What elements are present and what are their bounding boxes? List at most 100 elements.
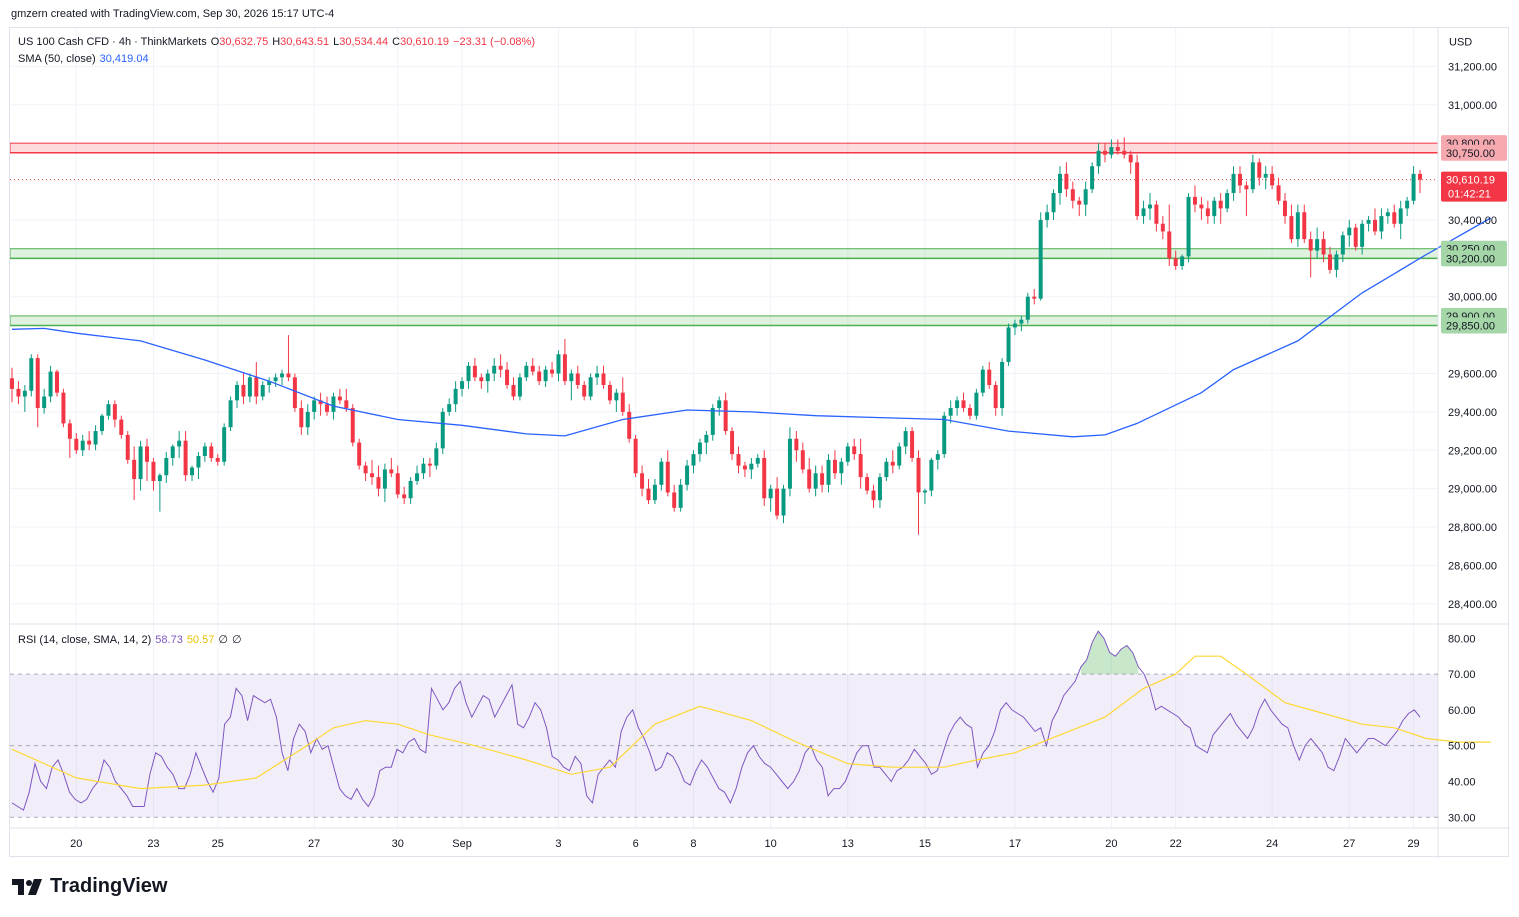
candle-body bbox=[1109, 147, 1114, 155]
candle-body bbox=[1192, 196, 1197, 205]
candle-body bbox=[292, 377, 297, 409]
last-price-tag bbox=[1441, 171, 1507, 202]
candle-body bbox=[67, 423, 72, 439]
candle-body bbox=[485, 373, 490, 382]
candle-body bbox=[1212, 200, 1217, 217]
candle-body bbox=[1173, 258, 1178, 266]
candle-body bbox=[659, 461, 664, 485]
rsi-legend: RSI (14, close, SMA, 14, 2) 58.73 50.57 ∅ ∅ bbox=[18, 633, 246, 646]
candle-body bbox=[1289, 216, 1294, 240]
candle-body bbox=[119, 419, 124, 435]
price-tick-label: 29,200.00 bbox=[1448, 445, 1497, 457]
candle-body bbox=[1360, 223, 1365, 247]
candle-body bbox=[1392, 212, 1397, 224]
candle-body bbox=[897, 446, 902, 466]
candle-body bbox=[691, 454, 696, 466]
candle-body bbox=[286, 373, 291, 378]
candle-body bbox=[331, 396, 336, 412]
candle-body bbox=[228, 400, 233, 428]
candle-body bbox=[517, 377, 522, 397]
rsi-extra-2: ∅ bbox=[231, 634, 242, 646]
candle-body bbox=[460, 381, 465, 389]
candle-body bbox=[132, 459, 137, 480]
rsi-sma-value: 50.57 bbox=[186, 634, 215, 646]
candle-body bbox=[1025, 296, 1030, 320]
candle-body bbox=[170, 446, 175, 458]
time-tick-label: 8 bbox=[690, 838, 696, 850]
candle-body bbox=[1340, 235, 1345, 255]
candle-body bbox=[807, 469, 812, 489]
candle-body bbox=[1373, 219, 1377, 232]
candle-body bbox=[1057, 173, 1062, 194]
candle-body bbox=[704, 434, 709, 443]
candle-body bbox=[1418, 173, 1422, 180]
candle-body bbox=[447, 404, 452, 412]
candle-body bbox=[1321, 239, 1326, 255]
candle-body bbox=[151, 461, 156, 481]
time-tick-label: 22 bbox=[1170, 838, 1182, 850]
tradingview-logo-icon bbox=[12, 878, 42, 895]
candle-body bbox=[1411, 173, 1416, 201]
time-tick-label: 17 bbox=[1009, 838, 1021, 850]
candle-body bbox=[858, 454, 863, 478]
candle-body bbox=[685, 465, 690, 485]
candle-body bbox=[877, 477, 882, 501]
open-label: O bbox=[210, 36, 220, 48]
ohlc-legend: US 100 Cash CFD · 4h · ThinkMarkets O30,6… bbox=[18, 36, 539, 48]
candle-body bbox=[697, 442, 702, 455]
tradingview-logo: TradingView bbox=[12, 875, 167, 898]
candle-body bbox=[910, 431, 915, 458]
candle-body bbox=[736, 454, 741, 466]
rsi-sma-line bbox=[11, 655, 1491, 790]
candle-body bbox=[1077, 200, 1082, 205]
rsi-tick-label: 50.00 bbox=[1448, 741, 1476, 753]
candle-body bbox=[177, 440, 182, 447]
candle-body bbox=[389, 469, 394, 474]
candle-body bbox=[980, 369, 985, 393]
candle-body bbox=[922, 490, 927, 493]
candle-body bbox=[1225, 193, 1230, 209]
currency-label: USD bbox=[1449, 36, 1472, 48]
candle-body bbox=[1064, 173, 1069, 190]
time-tick-label: 29 bbox=[1407, 838, 1419, 850]
candle-body bbox=[1147, 204, 1152, 209]
candle-body bbox=[1250, 162, 1255, 190]
candle-body bbox=[1167, 231, 1172, 259]
candle-body bbox=[74, 438, 79, 451]
candle-body bbox=[1122, 150, 1127, 155]
rsi-label: RSI (14, close, SMA, 14, 2) bbox=[18, 634, 152, 646]
price-tick-label: 31,200.00 bbox=[1448, 61, 1497, 73]
zone-0 bbox=[10, 142, 1439, 154]
candle-body bbox=[267, 381, 272, 385]
candle-body bbox=[1083, 189, 1088, 205]
candle-body bbox=[961, 400, 966, 409]
candle-body bbox=[678, 484, 683, 508]
time-tick-label: 6 bbox=[633, 838, 639, 850]
candle-body bbox=[582, 385, 587, 397]
candle-body bbox=[1282, 200, 1287, 217]
chart-canvas[interactable]: USD 31,200.00 31,000.00 30,400.00 30,000.00 2… bbox=[10, 28, 1510, 858]
candle-body bbox=[1295, 212, 1300, 240]
low-label: L bbox=[333, 36, 340, 48]
candle-body bbox=[1244, 185, 1249, 190]
time-tick-label: 20 bbox=[70, 838, 82, 850]
chart-frame[interactable]: USD 31,200.00 31,000.00 30,400.00 30,000.00 2… bbox=[9, 27, 1510, 858]
chart-credit: gmzern created with TradingView.com, Sep… bbox=[11, 8, 335, 20]
candle-body bbox=[260, 385, 265, 397]
candle-body bbox=[1090, 166, 1095, 190]
candle-body bbox=[1032, 296, 1037, 299]
candle-body bbox=[1115, 147, 1120, 151]
candle-body bbox=[646, 488, 651, 501]
candle-body bbox=[1012, 323, 1017, 328]
sma-label: SMA (50, close) bbox=[18, 53, 96, 65]
candle-body bbox=[1231, 173, 1236, 194]
candle-body bbox=[640, 473, 645, 489]
candle-body bbox=[974, 392, 979, 416]
time-tick-label: 3 bbox=[555, 838, 561, 850]
close-value: 30,610.19 bbox=[400, 36, 450, 48]
candle-body bbox=[595, 373, 600, 378]
candle-body bbox=[164, 457, 169, 476]
candle-body bbox=[247, 377, 252, 397]
candle-body bbox=[884, 461, 889, 478]
candle-body bbox=[601, 373, 606, 385]
